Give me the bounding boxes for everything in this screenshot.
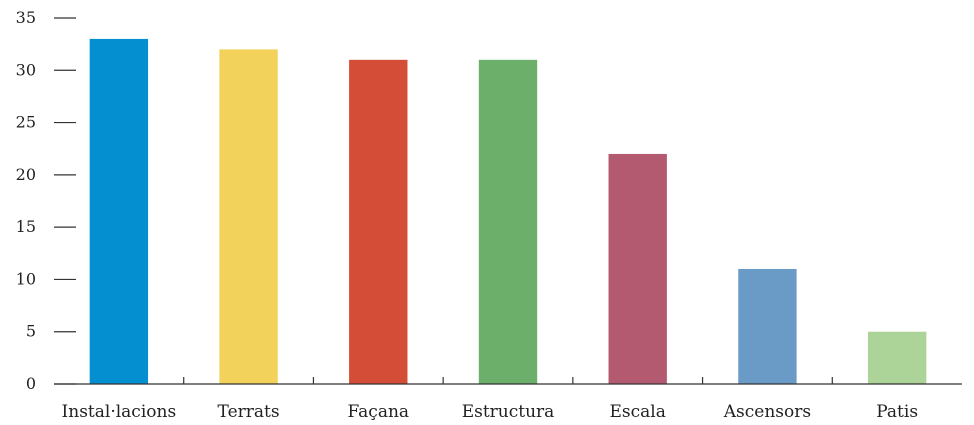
y-tick-label: 20	[16, 165, 36, 184]
bars	[89, 38, 927, 385]
x-tick-label: Façana	[348, 402, 410, 422]
bar	[867, 331, 927, 384]
y-tick-label: 5	[26, 322, 36, 341]
x-tick-label: Terrats	[218, 402, 280, 422]
x-tick-label: Escala	[610, 402, 666, 422]
y-tick-label: 15	[16, 217, 36, 236]
bar	[738, 268, 797, 384]
bar	[219, 49, 278, 384]
y-tick-label: 10	[16, 269, 36, 288]
bar	[89, 38, 149, 385]
x-tick-label: Estructura	[462, 402, 555, 422]
bar	[478, 59, 538, 384]
y-tick-label: 0	[26, 374, 36, 393]
bar	[349, 59, 408, 384]
x-tick-label: Instal·lacions	[62, 402, 177, 422]
bar	[608, 153, 667, 384]
x-tick-label: Ascensors	[723, 402, 811, 422]
y-tick-label: 30	[16, 60, 36, 79]
x-tick-label: Patis	[876, 402, 918, 422]
x-axis: Instal·lacions Terrats Façana Estructura Esc…	[54, 377, 962, 422]
y-tick-label: 35	[16, 8, 36, 27]
y-tick-label: 25	[16, 113, 36, 132]
y-axis: 0 5 10 15 20 25 30 35	[16, 8, 76, 393]
